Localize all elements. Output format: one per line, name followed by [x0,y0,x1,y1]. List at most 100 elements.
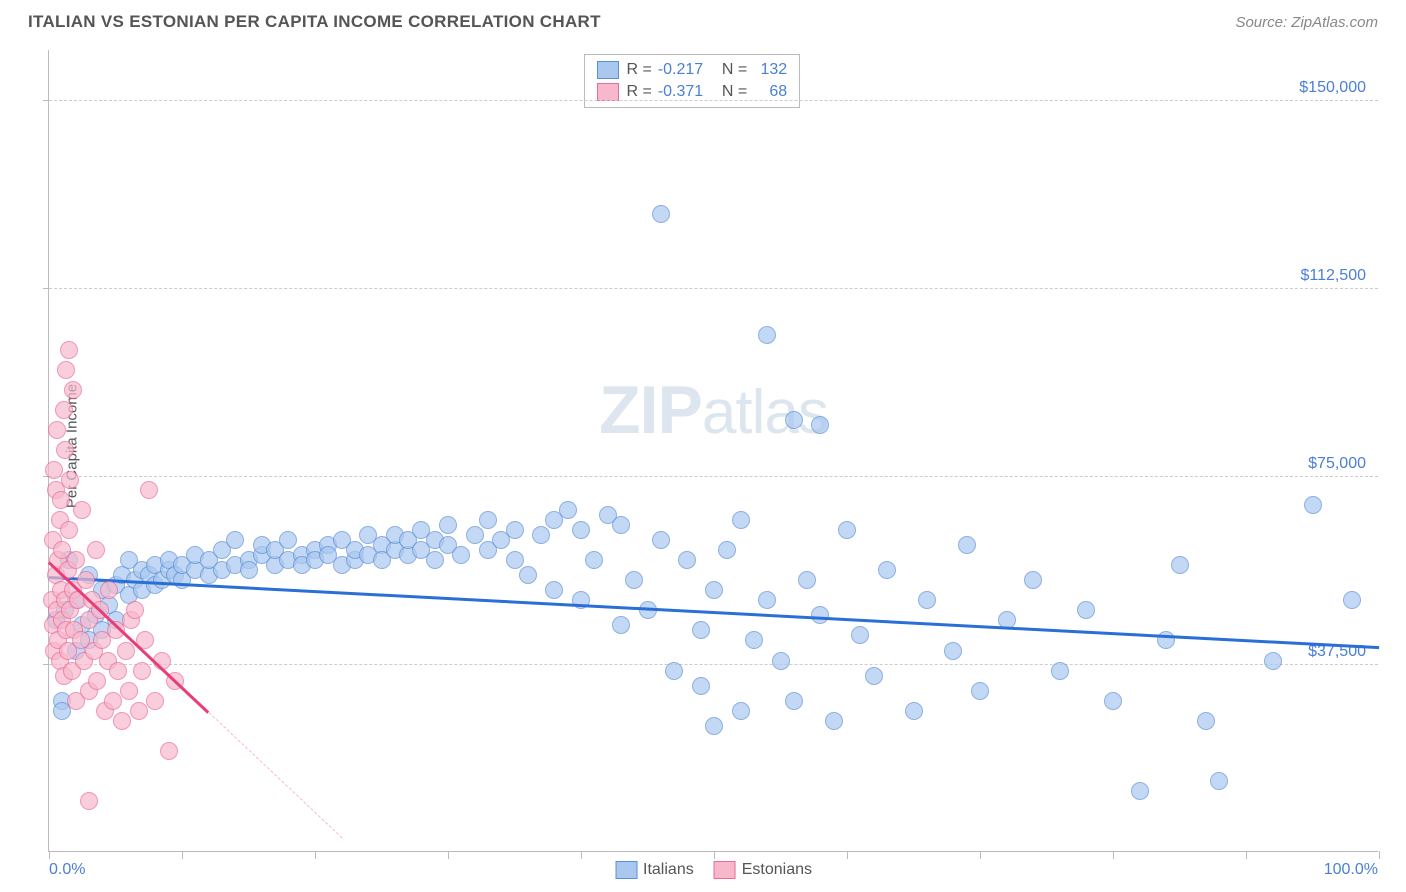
data-point [705,581,723,599]
data-point [48,421,66,439]
data-point [758,326,776,344]
data-point [479,511,497,529]
data-point [1264,652,1282,670]
x-tick [448,851,449,859]
data-point [113,712,131,730]
data-point [73,501,91,519]
data-point [109,662,127,680]
data-point [64,381,82,399]
data-point [572,521,590,539]
x-tick [1113,851,1114,859]
gridline [49,664,1378,665]
data-point [585,551,603,569]
data-point [692,677,710,695]
x-tick [980,851,981,859]
data-point [56,441,74,459]
data-point [506,521,524,539]
x-tick [315,851,316,859]
data-point [466,526,484,544]
data-point [665,662,683,680]
x-tick [49,851,50,859]
y-tick-label: $112,500 [1300,267,1366,285]
data-point [140,481,158,499]
data-point [126,601,144,619]
data-point [60,341,78,359]
data-point [732,702,750,720]
chart-header: ITALIAN VS ESTONIAN PER CAPITA INCOME CO… [0,0,1406,40]
y-tick-label: $150,000 [1299,79,1366,97]
data-point [1024,571,1042,589]
data-point [612,516,630,534]
data-point [678,551,696,569]
x-tick [182,851,183,859]
data-point [745,631,763,649]
data-point [55,401,73,419]
data-point [426,551,444,569]
data-point [80,792,98,810]
data-point [240,561,258,579]
data-point [785,692,803,710]
data-point [944,642,962,660]
data-point [104,692,122,710]
data-point [146,692,164,710]
x-axis-min-label: 0.0% [49,861,85,879]
data-point [226,531,244,549]
data-point [705,717,723,735]
data-point [130,702,148,720]
data-point [958,536,976,554]
data-point [652,205,670,223]
data-point [798,571,816,589]
data-point [878,561,896,579]
data-point [559,501,577,519]
data-point [100,581,118,599]
data-point [67,551,85,569]
data-point [785,411,803,429]
data-point [851,626,869,644]
data-point [865,667,883,685]
data-point [439,516,457,534]
legend-item: Estonians [714,861,812,879]
data-point [625,571,643,589]
data-point [825,712,843,730]
data-point [718,541,736,559]
data-point [506,551,524,569]
data-point [532,526,550,544]
gridline [49,476,1378,477]
data-point [60,521,78,539]
data-point [52,491,70,509]
data-point [1104,692,1122,710]
data-point [519,566,537,584]
data-point [45,461,63,479]
gridline [49,288,1378,289]
data-point [971,682,989,700]
x-tick [1379,851,1380,859]
trend-line [208,712,342,838]
data-point [1051,662,1069,680]
data-point [692,621,710,639]
scatter-chart: ZIPatlas R =-0.217N =132R =-0.371N =68 I… [48,50,1378,852]
x-tick [847,851,848,859]
chart-title: ITALIAN VS ESTONIAN PER CAPITA INCOME CO… [28,12,601,32]
legend-item: Italians [615,861,694,879]
data-point [279,531,297,549]
data-point [545,581,563,599]
data-point [1210,772,1228,790]
data-point [61,471,79,489]
data-point [1171,556,1189,574]
data-point [1343,591,1361,609]
data-point [838,521,856,539]
data-point [758,591,776,609]
data-point [120,682,138,700]
y-tick-label: $75,000 [1308,455,1366,473]
x-tick [581,851,582,859]
data-point [905,702,923,720]
chart-source: Source: ZipAtlas.com [1235,14,1378,31]
gridline [49,100,1378,101]
x-tick [1246,851,1247,859]
data-point [652,531,670,549]
x-tick [714,851,715,859]
data-point [772,652,790,670]
legend-row: R =-0.217N =132 [596,59,787,81]
data-point [811,416,829,434]
data-point [133,662,151,680]
